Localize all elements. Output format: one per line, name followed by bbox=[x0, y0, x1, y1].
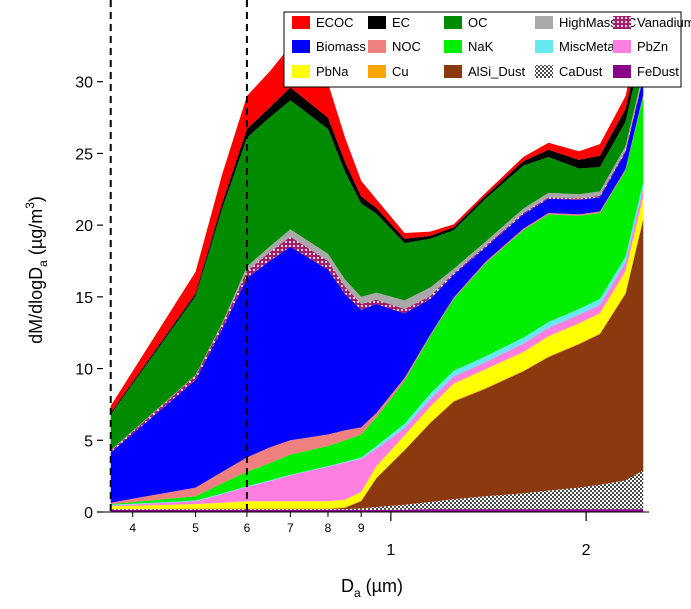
legend-swatch-cadust bbox=[535, 65, 553, 78]
area-ec bbox=[110, 30, 644, 415]
area-nak bbox=[110, 96, 644, 505]
legend-swatch-highmassoc bbox=[535, 16, 553, 29]
legend-label-biomass: Biomass bbox=[316, 39, 366, 54]
x-minor-tick-label-5: 5 bbox=[192, 521, 199, 535]
legend-label-alsi-dust: AlSi_Dust bbox=[468, 64, 525, 79]
legend-label-ecoc: ECOC bbox=[316, 15, 354, 30]
legend-label-fedust: FeDust bbox=[637, 64, 679, 79]
y-tick-label-10: 10 bbox=[75, 362, 93, 379]
axes-layer: 0 5 10 15 20 25 30 4 5 6 7 8 9 1 2 bbox=[75, 0, 649, 559]
legend-swatch-vanadium bbox=[613, 16, 631, 29]
legend-swatch-pbna bbox=[292, 65, 310, 78]
legend-label-cadust: CaDust bbox=[559, 64, 603, 79]
axis-titles: Da (µm) dM/dlogDa (µg/m3) bbox=[23, 196, 403, 600]
x-major-tick-label-2: 2 bbox=[582, 542, 591, 559]
x-minor-tick-label-9: 9 bbox=[358, 521, 365, 535]
area-cu bbox=[110, 218, 644, 510]
area-ecoc bbox=[110, 17, 644, 413]
legend-label-ec: EC bbox=[392, 15, 410, 30]
legend-label-noc: NOC bbox=[392, 39, 421, 54]
legend-label-oc: OC bbox=[468, 15, 488, 30]
legend-label-pbzn: PbZn bbox=[637, 39, 668, 54]
area-biomass bbox=[110, 77, 644, 503]
legend-label-pbna: PbNa bbox=[316, 64, 349, 79]
y-tick-label-15: 15 bbox=[75, 290, 93, 307]
x-minor-tick-label-8: 8 bbox=[325, 521, 332, 535]
area-alsi-dust bbox=[110, 219, 644, 510]
x-minor-tick-label-4: 4 bbox=[129, 521, 136, 535]
legend-swatch-ecoc bbox=[292, 16, 310, 29]
y-tick-label-0: 0 bbox=[84, 505, 93, 522]
y-tick-label-5: 5 bbox=[84, 433, 93, 450]
areas-layer bbox=[110, 17, 644, 512]
y-axis-title: dM/dlogDa (µg/m3) bbox=[23, 196, 50, 344]
x-minor-tick-label-7: 7 bbox=[287, 521, 294, 535]
legend-swatch-miscmetals bbox=[535, 40, 553, 53]
area-pbna bbox=[110, 196, 644, 510]
legend-swatch-biomass bbox=[292, 40, 310, 53]
x-axis-title: Da (µm) bbox=[341, 576, 403, 600]
legend-swatch-noc bbox=[368, 40, 386, 53]
area-fedust bbox=[110, 509, 644, 512]
legend-swatch-alsi-dust bbox=[444, 65, 462, 78]
area-cadust bbox=[110, 470, 644, 510]
legend-swatch-pbzn bbox=[613, 40, 631, 53]
legend-swatch-nak bbox=[444, 40, 462, 53]
area-oc bbox=[110, 43, 644, 451]
legend-swatch-fedust bbox=[613, 65, 631, 78]
legend-label-vanadium: Vanadium bbox=[637, 15, 691, 30]
legend-swatch-oc bbox=[444, 16, 462, 29]
x-minor-tick-label-6: 6 bbox=[244, 521, 251, 535]
legend-swatch-ec bbox=[368, 16, 386, 29]
x-major-tick-label-1: 1 bbox=[386, 542, 395, 559]
y-tick-label-25: 25 bbox=[75, 146, 93, 163]
legend-label-nak: NaK bbox=[468, 39, 494, 54]
legend-label-miscmetals: MiscMetals bbox=[559, 39, 625, 54]
legend-label-cu: Cu bbox=[392, 64, 409, 79]
legend-swatch-cu bbox=[368, 65, 386, 78]
y-tick-label-20: 20 bbox=[75, 218, 93, 235]
y-tick-label-30: 30 bbox=[75, 75, 93, 92]
